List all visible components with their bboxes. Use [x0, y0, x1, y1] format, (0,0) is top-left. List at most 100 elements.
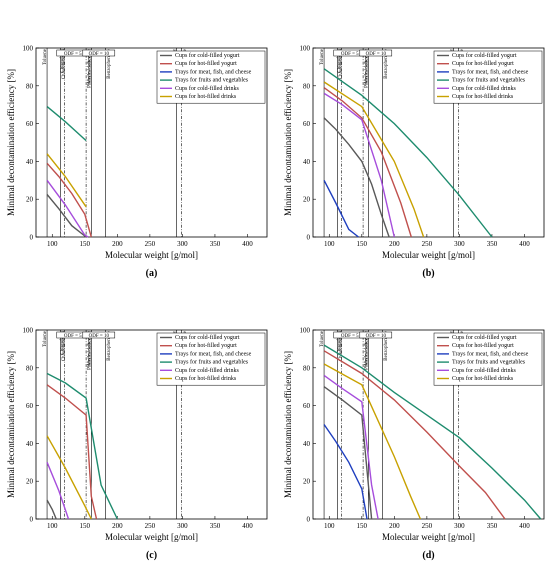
series-line: [46, 194, 87, 238]
substance-label: Chloroform: [61, 49, 66, 73]
x-tick-label: 100: [47, 522, 58, 530]
y-tick-label: 100: [23, 45, 34, 53]
odf-label: ODF = 5: [64, 334, 82, 339]
legend-entry: Cups for cold-filled yogurt: [452, 334, 517, 341]
y-tick-label: 80: [303, 364, 311, 372]
legend-entry: Cups for cold-filled drinks: [452, 367, 516, 374]
x-tick-label: 350: [210, 522, 221, 530]
series-line: [46, 384, 98, 520]
panel-label: (a): [146, 268, 158, 279]
x-tick-label: 100: [324, 522, 335, 530]
legend-entry: Trays for meat, fish, and cheese: [175, 350, 252, 357]
y-axis-label: Minimal decontamination efficiency [%]: [283, 69, 293, 216]
x-tick-label: 300: [454, 240, 465, 248]
legend-box: [433, 50, 543, 104]
legend-box: [156, 50, 266, 104]
odf-box: [359, 331, 393, 339]
y-tick-label: 100: [23, 327, 34, 335]
y-tick-label: 80: [303, 82, 311, 90]
series-line: [323, 374, 379, 520]
legend-entry: Cups for cold-filled drinks: [452, 85, 516, 92]
series-line: [46, 179, 89, 238]
series-line: [323, 386, 373, 520]
legend-entry: Cups for hot-filled yogurt: [175, 342, 237, 349]
panel-b: 100 150 200 250 300 350 400 0 20 40 60 80 100 Molecul…: [283, 45, 545, 279]
odf-box: [82, 49, 116, 57]
y-tick-label: 40: [26, 158, 34, 166]
x-tick-label: 300: [177, 240, 188, 248]
legend-entry: Cups for hot-filled yogurt: [452, 60, 514, 67]
series-line: [323, 68, 493, 238]
x-tick-label: 200: [389, 240, 400, 248]
x-tick-label: 250: [422, 240, 433, 248]
legend-entry: Cups for hot-filled yogurt: [175, 60, 237, 67]
y-tick-label: 0: [307, 234, 311, 242]
y-tick-label: 100: [300, 45, 311, 53]
series-line: [46, 106, 87, 142]
series-line: [323, 81, 425, 238]
substance-label: Chloroform: [338, 49, 343, 73]
y-tick-label: 0: [30, 516, 34, 524]
x-tick-label: 250: [145, 522, 156, 530]
y-tick-label: 0: [30, 234, 34, 242]
substance-label: Phenylcyclohexane: [87, 330, 92, 370]
x-tick-label: 300: [177, 522, 188, 530]
series-line: [323, 179, 359, 238]
substance-label: Chloroform: [61, 331, 66, 355]
substance-label: Chloroform: [338, 331, 343, 355]
series-line: [323, 363, 422, 520]
x-tick-label: 100: [47, 240, 58, 248]
legend-entry: Trays for meat, fish, and cheese: [452, 68, 529, 75]
odf-label: ODF = 10: [89, 334, 110, 339]
series-line: [46, 499, 57, 520]
x-tick-label: 350: [487, 240, 498, 248]
y-tick-label: 40: [303, 440, 311, 448]
x-axis-label: Molecular weight [g/mol]: [105, 532, 198, 542]
series-line: [323, 92, 395, 238]
series-line: [46, 372, 118, 520]
y-tick-label: 60: [303, 120, 311, 128]
series-line: [46, 153, 87, 208]
legend-box: [433, 332, 543, 386]
series-line: [46, 435, 92, 520]
x-tick-label: 400: [519, 240, 530, 248]
x-tick-label: 200: [112, 240, 123, 248]
x-tick-label: 150: [357, 522, 368, 530]
y-tick-label: 20: [26, 196, 34, 204]
x-tick-label: 250: [422, 522, 433, 530]
y-tick-label: 20: [303, 196, 311, 204]
plot-frame: [35, 47, 268, 238]
series-line: [323, 350, 506, 520]
series-line: [323, 424, 368, 520]
panel-a: 100 150 200 250 300 350 400 0 20 40 60 80 100 Molecul…: [6, 45, 268, 279]
legend-entry: Cups for cold-filled yogurt: [175, 52, 240, 59]
y-tick-label: 60: [303, 402, 311, 410]
legend-entry: Trays for fruits and vegetables: [175, 359, 249, 366]
y-tick-label: 40: [303, 158, 311, 166]
plot-frame: [35, 329, 268, 520]
legend-entry: Cups for hot-filled drinks: [452, 375, 514, 382]
substance-label: Methyl salicylate: [88, 330, 93, 365]
y-tick-label: 20: [26, 478, 34, 486]
series-line: [46, 462, 70, 520]
legend-entry: Trays for meat, fish, and cheese: [175, 68, 252, 75]
substance-label: Toluene: [320, 48, 325, 65]
y-axis-label: Minimal decontamination efficiency [%]: [283, 351, 293, 498]
x-axis-label: Molecular weight [g/mol]: [382, 532, 475, 542]
x-axis-label: Molecular weight [g/mol]: [105, 250, 198, 260]
panel-c: 100 150 200 250 300 350 400 0 20 40 60 80 100 Molecul…: [6, 327, 268, 561]
legend-entry: Trays for fruits and vegetables: [452, 77, 526, 84]
series-line: [323, 344, 542, 520]
legend-entry: Cups for cold-filled drinks: [175, 367, 239, 374]
substance-label: Phenylcyclohexane: [87, 48, 92, 88]
x-tick-label: 150: [80, 522, 91, 530]
substance-label: Methyl salicylate: [365, 330, 370, 365]
substance-label: Benzophenone: [107, 48, 112, 78]
panel-d: 100 150 200 250 300 350 400 0 20 40 60 80 100 Molecul…: [283, 327, 545, 561]
x-tick-label: 250: [145, 240, 156, 248]
y-tick-label: 60: [26, 402, 34, 410]
substance-label: Toluene: [320, 330, 325, 347]
x-tick-label: 150: [357, 240, 368, 248]
odf-label: ODF = 5: [341, 52, 359, 57]
